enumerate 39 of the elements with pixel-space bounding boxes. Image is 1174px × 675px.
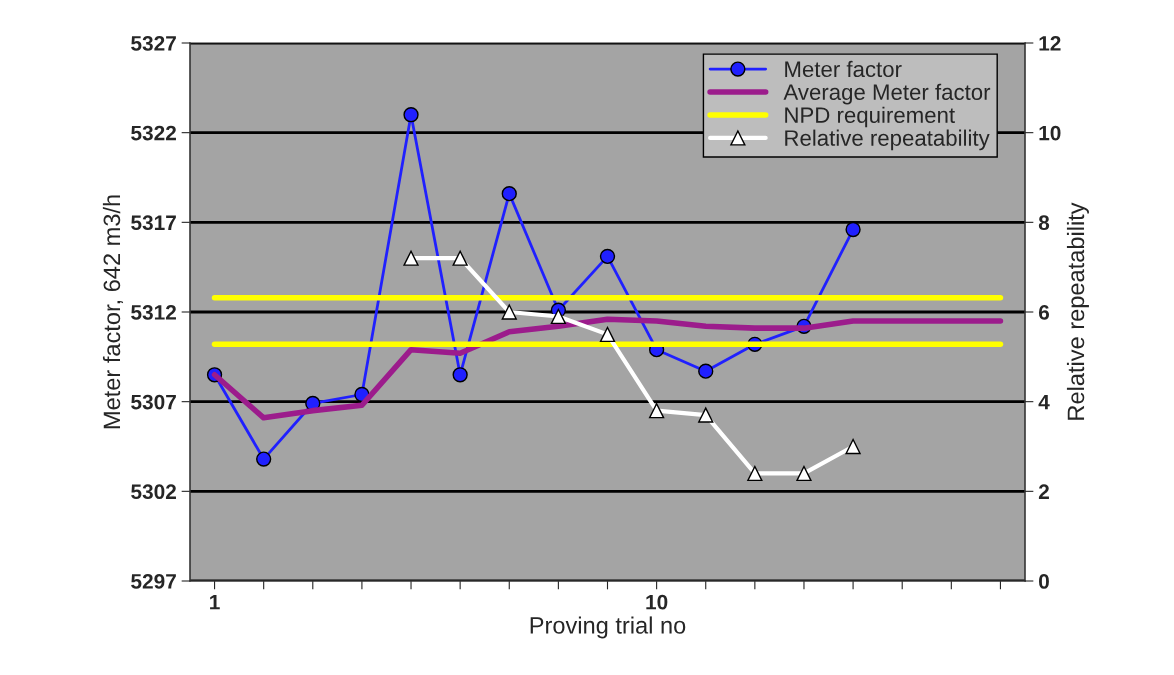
y-tick-label: 5327	[131, 36, 176, 51]
y2-tick-label: 8	[1038, 215, 1050, 231]
point	[256, 451, 272, 467]
point	[501, 186, 517, 202]
point	[550, 308, 567, 325]
point	[796, 465, 812, 482]
y2-tick-label: 2	[1038, 484, 1049, 499]
y2-tick-label: 6	[1038, 305, 1050, 320]
point	[599, 326, 616, 343]
point	[452, 367, 468, 383]
point	[648, 402, 665, 419]
y2-tick-label: 0	[1039, 574, 1049, 589]
point	[599, 248, 616, 265]
legend-label: Meter factor	[785, 60, 902, 78]
point	[845, 438, 861, 455]
point	[698, 363, 714, 379]
point	[403, 107, 419, 123]
x-axis-title: Proving trial no	[530, 616, 686, 639]
point	[452, 250, 468, 266]
y-tick-label: 5307	[131, 394, 176, 410]
y2-tick-label: 12	[1039, 36, 1061, 51]
x-tick-label: 1	[210, 594, 220, 610]
y-axis-title: Meter factor, 642 m3/h	[102, 195, 124, 429]
y2-tick-label: 4	[1038, 394, 1050, 410]
point	[501, 304, 517, 320]
y-tick-label: 5297	[131, 574, 176, 589]
point	[403, 250, 419, 266]
legend-label: Relative repeatability	[785, 129, 990, 151]
point	[698, 407, 714, 423]
y-tick-label: 5312	[131, 305, 176, 320]
point	[845, 221, 861, 238]
y-tick-label: 5322	[131, 125, 176, 141]
legend-label: Average Meter factor	[783, 83, 991, 105]
point	[747, 465, 763, 482]
y-tick-label: 5302	[131, 484, 176, 500]
y2-axis-title: Relative repeatability	[1066, 202, 1089, 420]
legend-label: NPD requirement	[785, 106, 955, 128]
y-tick-label: 5317	[131, 215, 176, 231]
y2-tick-label: 10	[1039, 125, 1061, 141]
